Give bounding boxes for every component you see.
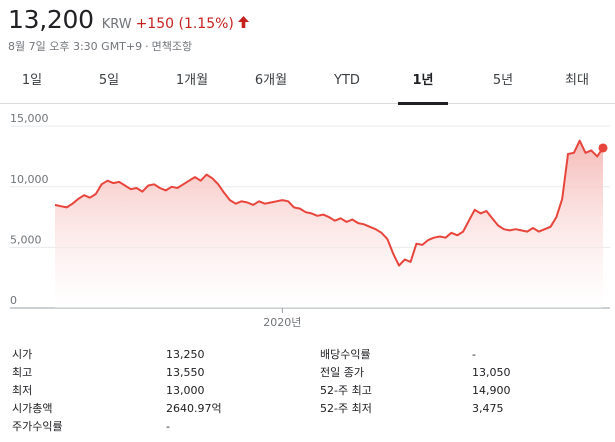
tab-1d[interactable]: 1일 (9, 62, 55, 104)
y-tick-label: 0 (10, 294, 17, 307)
y-tick-label: 10,000 (10, 173, 49, 186)
tab-max[interactable]: 최대 (554, 62, 600, 104)
stat-label: 시가총액 (12, 402, 53, 415)
stat-label: 최저 (12, 384, 33, 397)
last-price-dot (598, 143, 608, 153)
currency-label: KRW (101, 17, 132, 32)
stat-value: 13,050 (472, 366, 511, 379)
x-tick-label: 2020년 (263, 316, 301, 329)
stat-row: 주가수익률 - (12, 418, 312, 436)
tab-label: YTD (334, 73, 360, 88)
separator-dot: · (145, 40, 149, 53)
stat-value: 13,000 (166, 384, 205, 397)
tab-label: 1개월 (175, 73, 209, 88)
tab-label: 5년 (492, 73, 514, 88)
disclaimer-link[interactable]: 면책조항 (151, 40, 193, 53)
stat-value: - (472, 348, 476, 361)
tab-label: 6개월 (254, 73, 288, 88)
tab-6m[interactable]: 6개월 (243, 62, 299, 104)
stat-label: 주가수익률 (12, 420, 63, 433)
tab-label: 최대 (565, 73, 589, 88)
y-tick-label: 15,000 (10, 112, 49, 125)
current-price: 13,200 (8, 5, 94, 34)
arrow-up-icon (237, 13, 249, 32)
tab-ytd[interactable]: YTD (322, 62, 372, 104)
tab-1m[interactable]: 1개월 (164, 62, 220, 104)
stat-label: 52-주 최저 (320, 402, 372, 415)
stat-label: 시가 (12, 348, 33, 361)
active-tab-indicator (398, 102, 448, 105)
quote-timestamp: 8월 7일 오후 3:30 GMT+9 (8, 40, 143, 53)
stat-value: 2640.97억 (166, 402, 222, 415)
stat-row: 전일 종가 13,050 (320, 364, 610, 382)
stat-label: 최고 (12, 366, 33, 379)
stat-row: 최저 13,000 (12, 382, 312, 400)
chart-line (54, 139, 608, 267)
range-tabs: 1일 5일 1개월 6개월 YTD 1년 5년 최대 (0, 62, 615, 105)
stat-value: - (166, 420, 170, 433)
stat-value: 13,250 (166, 348, 205, 361)
stat-label: 52-주 최고 (320, 384, 372, 397)
stat-label: 배당수익률 (320, 348, 371, 361)
stat-value: 14,900 (472, 384, 511, 397)
tab-5d[interactable]: 5일 (86, 62, 132, 104)
chart-area (55, 140, 603, 308)
tab-label: 1년 (412, 73, 434, 88)
price-chart[interactable]: 0 5,000 10,000 15,000 2020년 (0, 106, 615, 336)
tab-1y[interactable]: 1년 (398, 62, 448, 105)
price-area-fill (55, 140, 603, 308)
quote-timestamp-row: 8월 7일 오후 3:30 GMT+9 · 면책조항 (8, 38, 192, 54)
tab-label: 5일 (98, 73, 120, 88)
stat-row: 시가총액 2640.97억 (12, 400, 312, 418)
stat-row: 52-주 최고 14,900 (320, 382, 610, 400)
chart-axis-labels: 0 5,000 10,000 15,000 2020년 (10, 112, 301, 329)
tab-label: 1일 (21, 73, 43, 88)
quote-header: 13,200 KRW +150 (1.15%) (8, 5, 249, 37)
price-change: +150 (1.15%) (135, 16, 234, 32)
price-line (54, 139, 604, 267)
stat-row: 배당수익률 - (320, 346, 610, 364)
stat-value: 13,550 (166, 366, 205, 379)
tab-5y[interactable]: 5년 (480, 62, 526, 104)
stat-label: 전일 종가 (320, 366, 364, 379)
stat-row: 최고 13,550 (12, 364, 312, 382)
stat-value: 3,475 (472, 402, 504, 415)
stat-row: 52-주 최저 3,475 (320, 400, 610, 418)
y-tick-label: 5,000 (10, 233, 42, 246)
stat-row: 시가 13,250 (12, 346, 312, 364)
